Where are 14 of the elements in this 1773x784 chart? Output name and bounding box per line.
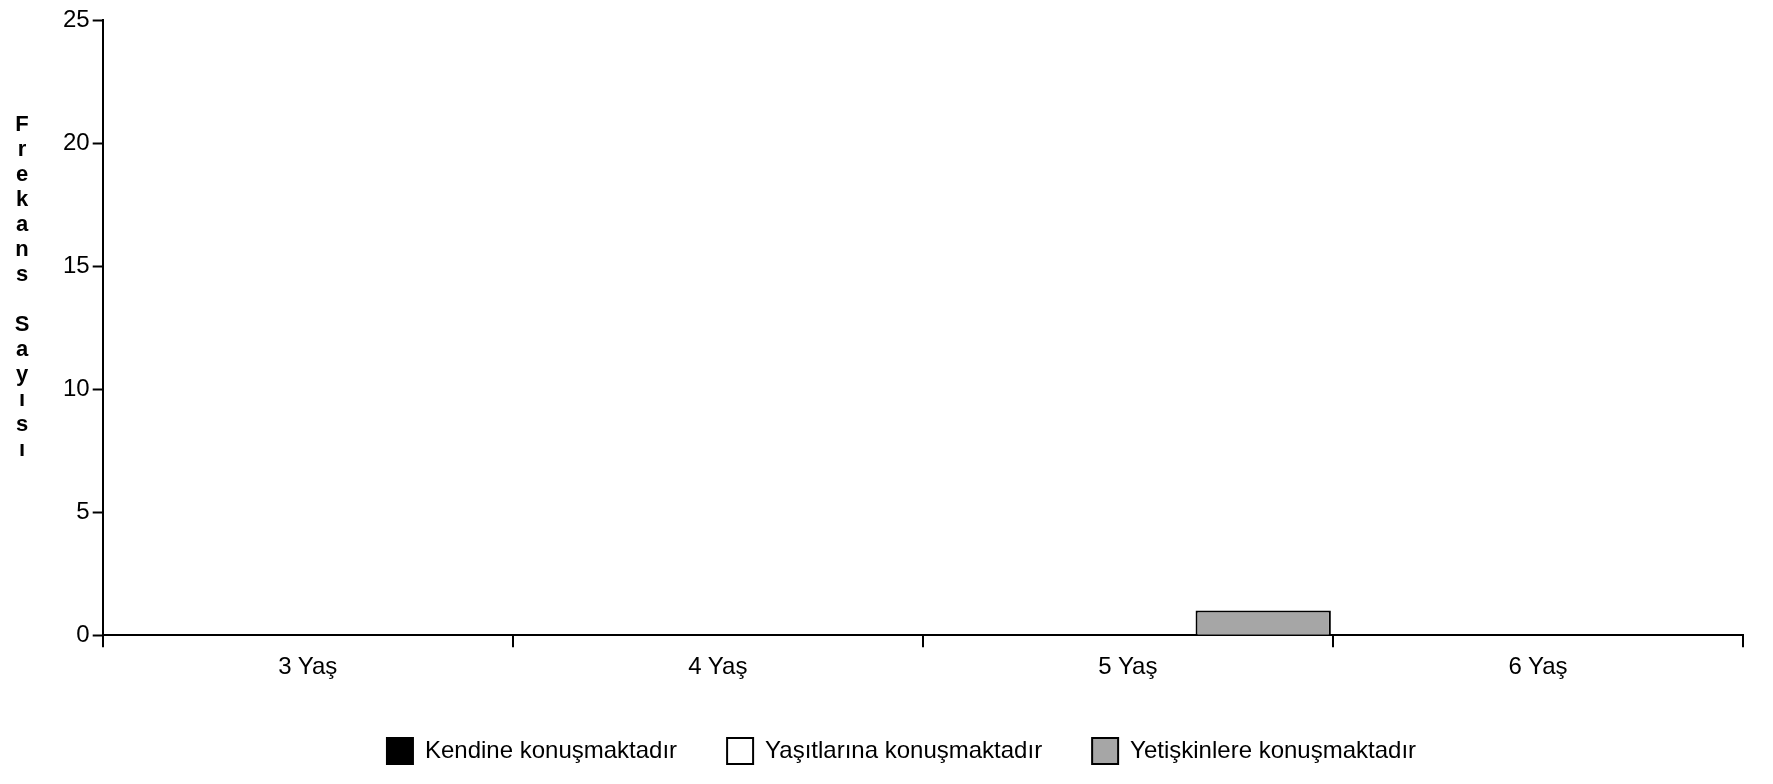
text: Frekans Sayısı	[14, 111, 30, 462]
y-tick-label: 25	[62, 4, 90, 32]
y-tick-label: 15	[62, 250, 90, 278]
legend-label: Kendine konuşmaktadır	[424, 735, 678, 763]
y-tick-label: 0	[76, 619, 90, 647]
legend-label: Yaşıtlarına konuşmaktadır	[765, 735, 1043, 763]
x-tick-label: 5 Yaş	[1098, 652, 1158, 680]
y-tick-label: 10	[62, 373, 90, 401]
x-tick-label: 3 Yaş	[278, 652, 338, 680]
x-tick-label: 4 Yaş	[688, 652, 748, 680]
y-tick-label: 20	[62, 127, 90, 155]
y-tick-label: 5	[76, 496, 90, 524]
x-tick-label: 6 Yaş	[1508, 652, 1568, 680]
legend-label: Yetişkinlere konuşmaktadır	[1130, 735, 1417, 763]
